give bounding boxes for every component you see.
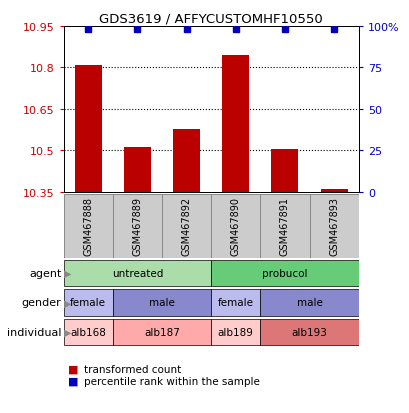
Bar — [260, 290, 358, 316]
Text: agent: agent — [29, 268, 61, 278]
Bar — [222, 56, 249, 192]
Bar — [211, 319, 260, 345]
Bar — [63, 194, 112, 258]
Text: percentile rank within the sample: percentile rank within the sample — [84, 376, 259, 386]
Bar — [320, 190, 347, 192]
Bar — [112, 194, 162, 258]
Bar — [260, 194, 309, 258]
Text: female: female — [217, 298, 253, 308]
Text: GSM467888: GSM467888 — [83, 197, 93, 256]
Text: transformed count: transformed count — [84, 364, 181, 374]
Bar — [260, 319, 358, 345]
Text: GSM467889: GSM467889 — [132, 197, 142, 256]
Bar — [162, 194, 211, 258]
Bar — [211, 194, 260, 258]
Bar — [211, 290, 260, 316]
Bar — [271, 150, 298, 192]
Text: alb168: alb168 — [70, 327, 106, 337]
Text: alb187: alb187 — [144, 327, 180, 337]
Text: ▶: ▶ — [63, 268, 71, 278]
Bar — [173, 130, 200, 192]
Text: probucol: probucol — [262, 268, 307, 278]
Text: alb193: alb193 — [291, 327, 327, 337]
Text: GSM467891: GSM467891 — [279, 197, 289, 256]
Text: gender: gender — [22, 298, 61, 308]
Text: ▶: ▶ — [63, 298, 71, 308]
Text: GSM467890: GSM467890 — [230, 197, 240, 256]
Text: ■: ■ — [67, 376, 78, 386]
Text: individual: individual — [7, 327, 61, 337]
Text: ■: ■ — [67, 364, 78, 374]
Bar — [112, 319, 211, 345]
Text: GSM467892: GSM467892 — [181, 197, 191, 256]
Bar — [74, 65, 101, 192]
Bar — [124, 148, 151, 192]
Text: alb189: alb189 — [217, 327, 253, 337]
Text: GSM467893: GSM467893 — [328, 197, 338, 256]
Bar — [211, 260, 358, 287]
Text: ▶: ▶ — [63, 327, 71, 337]
Bar — [309, 194, 358, 258]
Text: female: female — [70, 298, 106, 308]
Text: untreated: untreated — [111, 268, 163, 278]
Text: male: male — [296, 298, 322, 308]
Bar — [63, 290, 112, 316]
Title: GDS3619 / AFFYCUSTOMHF10550: GDS3619 / AFFYCUSTOMHF10550 — [99, 13, 322, 26]
Bar — [63, 260, 211, 287]
Text: male: male — [148, 298, 175, 308]
Bar — [63, 319, 112, 345]
Bar — [112, 290, 211, 316]
